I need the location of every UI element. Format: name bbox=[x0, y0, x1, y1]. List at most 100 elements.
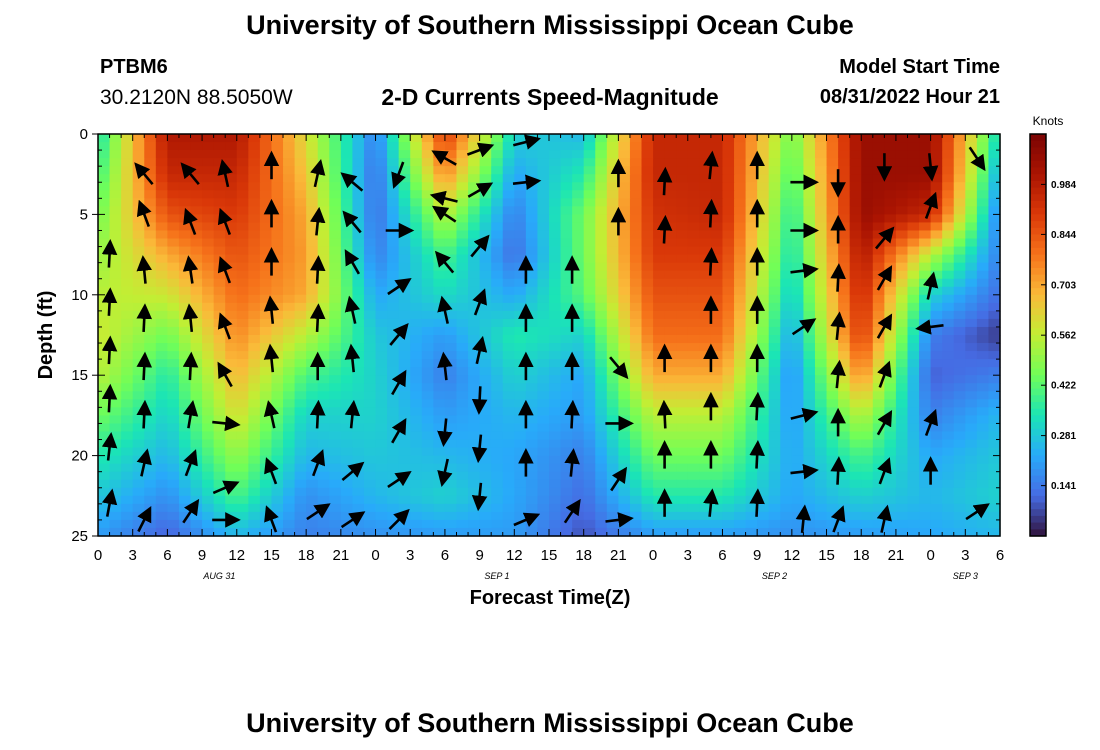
current-arrow bbox=[183, 449, 198, 477]
heat-cell bbox=[826, 286, 839, 296]
heat-cell bbox=[872, 431, 885, 441]
heat-cell bbox=[722, 302, 735, 312]
heat-cell bbox=[444, 278, 458, 288]
heat-cell bbox=[861, 326, 874, 336]
heat-cell bbox=[988, 246, 1001, 256]
heat-cell bbox=[722, 174, 735, 183]
heat-cell bbox=[676, 294, 689, 304]
heat-cell bbox=[907, 158, 920, 167]
heat-cell bbox=[745, 471, 758, 481]
heat-cell bbox=[121, 150, 134, 159]
heat-cell bbox=[768, 527, 781, 537]
heat-cell bbox=[248, 142, 261, 151]
heat-cell bbox=[953, 471, 966, 481]
heat-cell bbox=[664, 407, 677, 416]
heat-cell bbox=[167, 495, 180, 505]
heat-cell bbox=[814, 198, 828, 207]
heat-cell bbox=[814, 310, 828, 320]
heat-cell bbox=[872, 471, 885, 481]
heat-cell bbox=[768, 343, 781, 352]
heat-cell bbox=[514, 294, 527, 304]
heat-cell bbox=[479, 431, 492, 441]
heat-cell bbox=[895, 278, 909, 288]
heat-cell bbox=[410, 142, 423, 151]
current-arrow bbox=[391, 369, 407, 396]
heat-cell bbox=[734, 431, 747, 441]
heat-cell bbox=[317, 431, 330, 441]
heat-cell bbox=[387, 142, 400, 151]
heat-cell bbox=[479, 150, 492, 159]
heat-cell bbox=[167, 198, 180, 207]
heat-cell bbox=[167, 142, 180, 151]
heat-cell bbox=[444, 230, 458, 240]
heat-cell bbox=[294, 182, 307, 191]
heat-cell bbox=[618, 254, 631, 264]
heat-cell bbox=[849, 262, 862, 272]
heat-cell bbox=[121, 383, 134, 392]
heat-cell bbox=[572, 439, 585, 449]
heat-cell bbox=[363, 343, 377, 352]
heat-cell bbox=[271, 166, 284, 175]
heat-cell bbox=[271, 495, 284, 505]
heat-cell bbox=[456, 182, 469, 191]
heat-cell bbox=[479, 487, 492, 497]
heat-cell bbox=[734, 198, 747, 207]
heat-cell bbox=[387, 399, 400, 408]
heat-cell bbox=[468, 343, 481, 352]
heat-cell bbox=[502, 278, 515, 288]
heat-cell bbox=[190, 286, 203, 296]
heat-cell bbox=[953, 391, 966, 400]
heat-cell bbox=[387, 463, 400, 473]
heat-cell bbox=[456, 134, 469, 143]
heat-cell bbox=[664, 294, 677, 304]
heat-cell bbox=[942, 158, 955, 167]
heat-cell bbox=[780, 511, 793, 521]
heat-cell bbox=[872, 150, 885, 159]
heat-cell bbox=[710, 310, 724, 320]
heat-cell bbox=[965, 407, 978, 416]
heat-cell bbox=[595, 246, 608, 256]
heat-cell bbox=[109, 246, 122, 256]
heat-cell bbox=[988, 174, 1001, 183]
heat-cell bbox=[155, 182, 168, 191]
heat-cell bbox=[340, 431, 354, 441]
heat-cell bbox=[745, 238, 758, 248]
heat-cell bbox=[560, 326, 573, 336]
heat-cell bbox=[919, 447, 932, 457]
heat-cell bbox=[595, 495, 608, 505]
heat-cell bbox=[444, 471, 458, 481]
colorbar-segment bbox=[1030, 241, 1046, 249]
heat-cell bbox=[98, 134, 111, 143]
heat-cell bbox=[329, 206, 342, 215]
heat-cell bbox=[525, 463, 539, 473]
heat-cell bbox=[410, 511, 423, 521]
heat-cell bbox=[710, 431, 724, 441]
heat-cell bbox=[872, 399, 885, 408]
heat-cell bbox=[468, 214, 481, 224]
heat-cell bbox=[363, 214, 377, 224]
colorbar-unit: Knots bbox=[1033, 114, 1064, 128]
heat-cell bbox=[572, 487, 585, 497]
heat-cell bbox=[468, 471, 481, 481]
heat-cell bbox=[363, 222, 377, 232]
current-arrow bbox=[795, 504, 812, 534]
heat-cell bbox=[132, 503, 145, 513]
heat-cell bbox=[132, 351, 145, 360]
heat-cell bbox=[583, 351, 596, 360]
heat-cell bbox=[202, 230, 215, 240]
heat-cell bbox=[525, 150, 539, 159]
heat-cell bbox=[687, 142, 700, 151]
heat-cell bbox=[352, 487, 365, 497]
heat-cell bbox=[225, 503, 238, 513]
heat-cell bbox=[699, 335, 712, 344]
heat-cell bbox=[572, 278, 585, 288]
heat-cell bbox=[387, 527, 400, 537]
heat-cell bbox=[259, 471, 273, 481]
heat-cell bbox=[641, 270, 654, 280]
heat-cell bbox=[826, 335, 839, 344]
current-arrow bbox=[310, 158, 326, 188]
heat-cell bbox=[468, 351, 481, 360]
heat-cell bbox=[664, 487, 677, 497]
heat-cell bbox=[722, 182, 735, 191]
heat-cell bbox=[560, 158, 573, 167]
